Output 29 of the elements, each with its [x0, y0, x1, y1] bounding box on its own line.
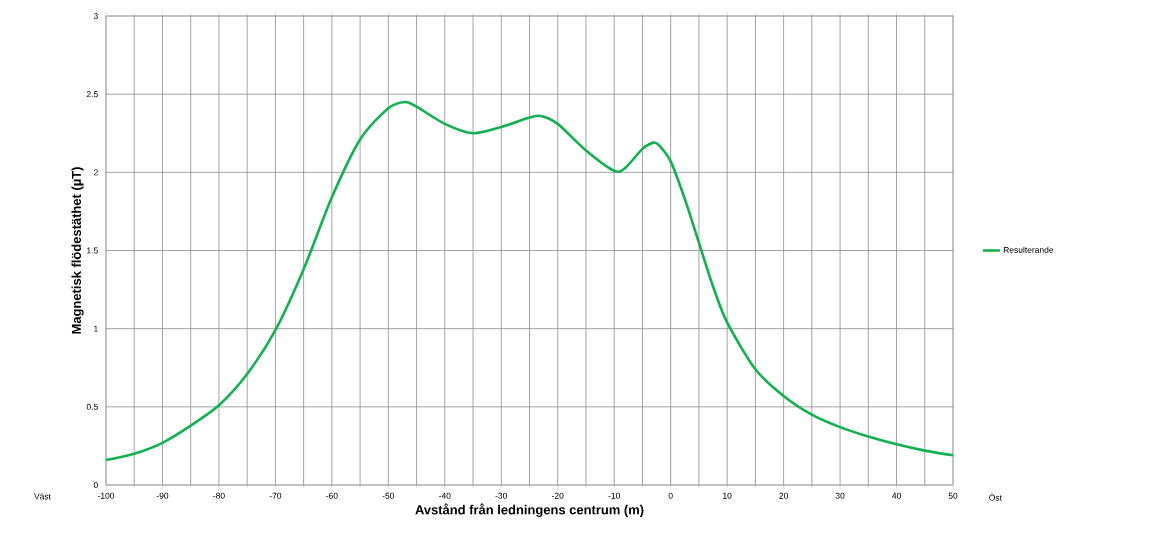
x-tick-label: -10 [608, 492, 620, 499]
x-tick-label: -90 [156, 492, 169, 499]
y-tick-label: 3 [93, 13, 98, 19]
text: Väst [34, 493, 51, 500]
x-tick-label: 40 [892, 492, 901, 499]
x-tick-label: 0 [668, 492, 673, 499]
y-tick-label: 2 [93, 169, 98, 176]
x-tick-label: -70 [269, 492, 282, 499]
line-series [104, 100, 955, 462]
x-axis-title: Avstånd från ledningens centrum (m) [415, 503, 644, 518]
legend-label: Resulterande [1003, 246, 1054, 253]
x-tick-label: -50 [382, 492, 395, 499]
text: Öst [989, 493, 1002, 501]
x-tick-label: -60 [326, 492, 338, 499]
x-tick-label: 50 [948, 492, 958, 499]
y-axis-title: Magnetisk flödestäthet (µT) [71, 167, 84, 334]
x-tick-label: 10 [723, 492, 732, 499]
y-tick-label: 0.5 [86, 403, 98, 410]
x-tick-label: -40 [439, 492, 451, 499]
x-tick-label: -100 [97, 492, 115, 499]
x-tick-label: -20 [551, 492, 564, 499]
y-tick-label: 0 [93, 482, 98, 488]
x-tick-label: -80 [213, 492, 225, 499]
x-tick-label: -30 [495, 492, 508, 499]
y-tick-label: 1.5 [87, 247, 98, 254]
y-tick-label: 1 [94, 325, 98, 332]
x-tick-label: 20 [779, 492, 788, 499]
y-tick-label: 2.5 [86, 91, 98, 98]
x-tick-label: 30 [835, 492, 845, 499]
